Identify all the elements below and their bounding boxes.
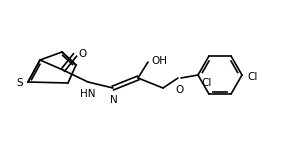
Text: OH: OH bbox=[151, 56, 167, 66]
Text: S: S bbox=[16, 78, 23, 88]
Text: N: N bbox=[110, 95, 118, 105]
Text: O: O bbox=[176, 85, 184, 95]
Text: HN: HN bbox=[80, 89, 96, 99]
Text: O: O bbox=[78, 49, 86, 59]
Text: Cl: Cl bbox=[247, 72, 257, 82]
Text: Cl: Cl bbox=[202, 78, 212, 88]
